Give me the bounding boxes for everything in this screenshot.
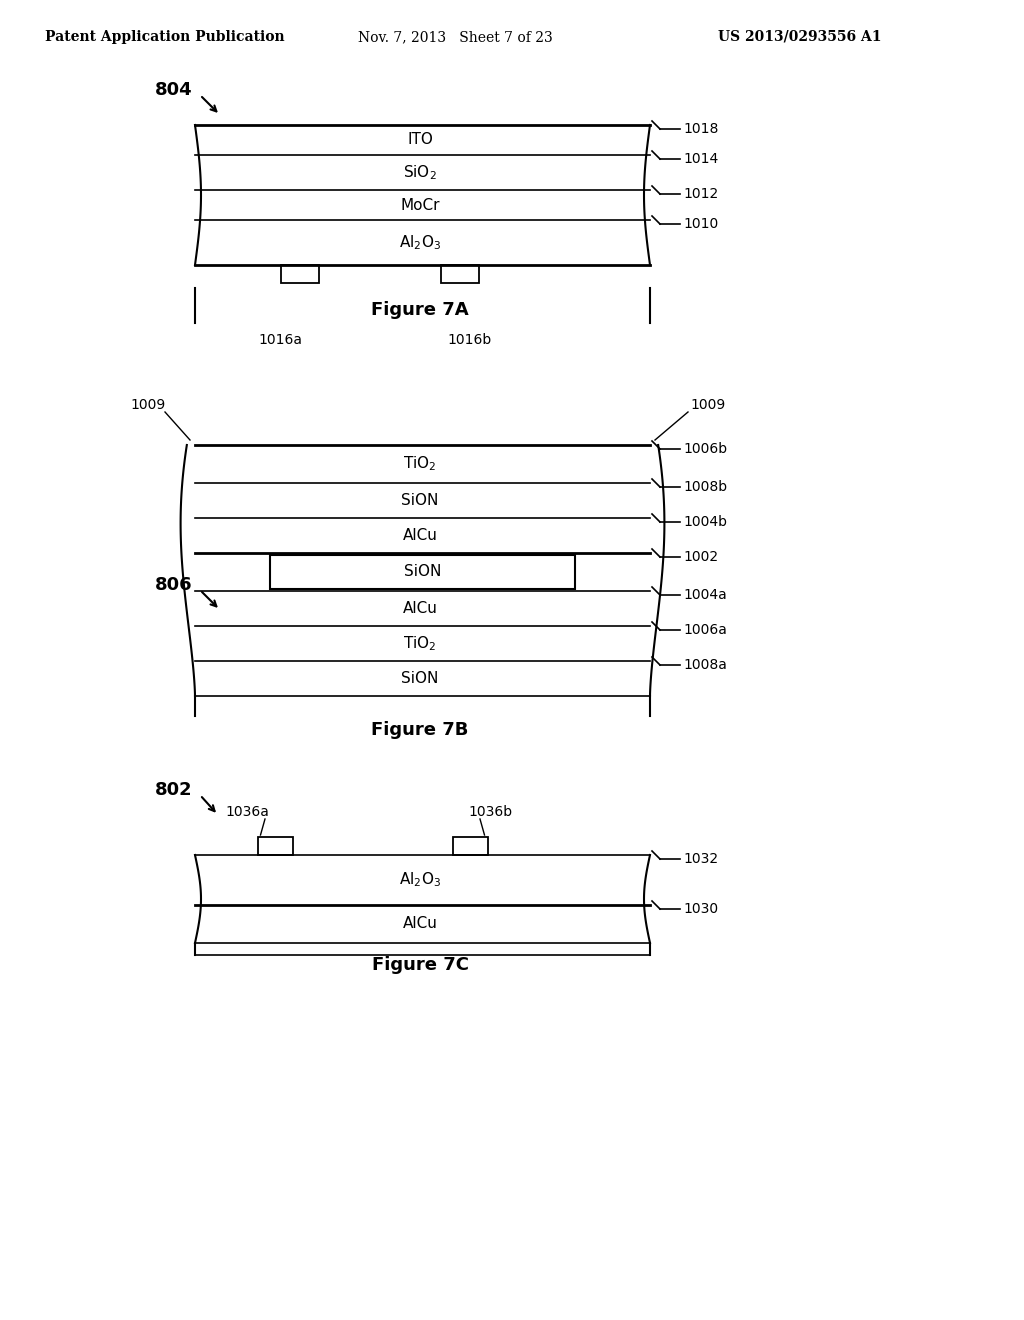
Text: 1012: 1012 bbox=[683, 187, 718, 201]
Bar bbox=[281, 265, 319, 282]
Text: TiO$_2$: TiO$_2$ bbox=[403, 454, 436, 474]
Text: Figure 7B: Figure 7B bbox=[372, 721, 469, 739]
Text: 806: 806 bbox=[155, 576, 193, 594]
Text: Figure 7C: Figure 7C bbox=[372, 956, 469, 974]
Bar bbox=[257, 837, 293, 855]
Text: 1006a: 1006a bbox=[683, 623, 727, 638]
Text: MoCr: MoCr bbox=[400, 198, 439, 213]
Text: SiO$_2$: SiO$_2$ bbox=[403, 164, 437, 182]
Text: 1036b: 1036b bbox=[468, 805, 512, 818]
Text: 1036a: 1036a bbox=[225, 805, 269, 818]
Text: 1016a: 1016a bbox=[258, 333, 302, 347]
Text: 1006b: 1006b bbox=[683, 442, 727, 455]
Text: 1004b: 1004b bbox=[683, 515, 727, 529]
Text: Nov. 7, 2013   Sheet 7 of 23: Nov. 7, 2013 Sheet 7 of 23 bbox=[357, 30, 552, 44]
Text: Patent Application Publication: Patent Application Publication bbox=[45, 30, 285, 44]
Text: 1009: 1009 bbox=[690, 399, 725, 412]
Text: 1008a: 1008a bbox=[683, 657, 727, 672]
Text: 802: 802 bbox=[155, 781, 193, 799]
Text: 1008b: 1008b bbox=[683, 480, 727, 494]
Bar bbox=[270, 554, 575, 589]
Text: 1004a: 1004a bbox=[683, 587, 727, 602]
Text: 1030: 1030 bbox=[683, 902, 718, 916]
Text: Figure 7A: Figure 7A bbox=[371, 301, 469, 319]
Text: AlCu: AlCu bbox=[402, 528, 437, 543]
Text: 1009: 1009 bbox=[130, 399, 165, 412]
Text: ITO: ITO bbox=[408, 132, 433, 148]
Bar bbox=[441, 265, 479, 282]
Text: SiON: SiON bbox=[403, 565, 441, 579]
Text: 1014: 1014 bbox=[683, 152, 718, 166]
Text: 1032: 1032 bbox=[683, 851, 718, 866]
Text: 1016b: 1016b bbox=[447, 333, 493, 347]
Bar bbox=[453, 837, 487, 855]
Text: Al$_2$O$_3$: Al$_2$O$_3$ bbox=[399, 234, 441, 252]
Text: TiO$_2$: TiO$_2$ bbox=[403, 634, 436, 653]
Text: US 2013/0293556 A1: US 2013/0293556 A1 bbox=[718, 30, 882, 44]
Text: AlCu: AlCu bbox=[402, 601, 437, 616]
Text: SiON: SiON bbox=[401, 492, 438, 508]
Text: AlCu: AlCu bbox=[402, 916, 437, 932]
Text: 804: 804 bbox=[155, 81, 193, 99]
Text: Al$_2$O$_3$: Al$_2$O$_3$ bbox=[399, 871, 441, 890]
Text: 1010: 1010 bbox=[683, 216, 718, 231]
Text: 1018: 1018 bbox=[683, 121, 719, 136]
Text: SiON: SiON bbox=[401, 671, 438, 686]
Text: 1002: 1002 bbox=[683, 550, 718, 564]
